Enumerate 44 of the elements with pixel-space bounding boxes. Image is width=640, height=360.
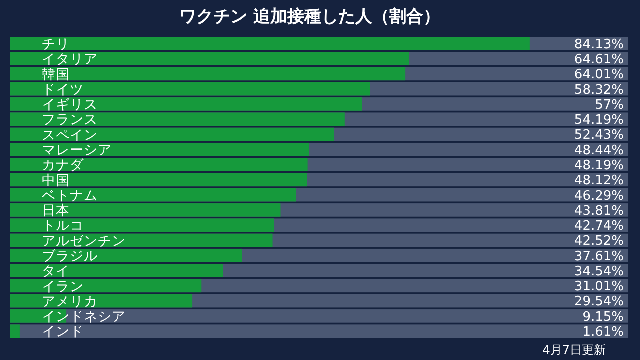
data-label: 9.15% — [582, 310, 624, 325]
data-label: 48.44% — [574, 143, 624, 158]
y-tick-label: スペイン — [42, 127, 98, 144]
y-tick-label: インドネシア — [42, 309, 126, 326]
data-label: 84.13% — [574, 37, 624, 52]
y-tick-label: トルコ — [42, 218, 84, 234]
chart-title: ワクチン 追加接種した人（割合） — [180, 7, 440, 27]
y-tick-label: タイ — [42, 264, 70, 280]
data-label: 64.01% — [574, 68, 624, 83]
y-tick-label: ドイツ — [42, 82, 84, 98]
y-tick-label: アメリカ — [42, 294, 98, 310]
data-label: 46.29% — [574, 188, 624, 204]
data-label: 48.19% — [574, 158, 624, 174]
y-tick-label: フランス — [42, 112, 98, 128]
y-tick-label: ブラジル — [42, 248, 98, 264]
data-label: 37.61% — [574, 249, 624, 264]
data-label: 54.19% — [574, 113, 624, 128]
data-label: 34.54% — [574, 264, 624, 280]
y-tick-label: イラン — [42, 278, 84, 295]
y-tick-label: 日本 — [42, 203, 70, 220]
y-tick-label: マレーシア — [42, 142, 112, 159]
data-label: 29.54% — [574, 294, 624, 310]
y-tick-label: イタリア — [42, 52, 98, 68]
y-tick-label: チリ — [42, 36, 70, 53]
data-label: 42.52% — [574, 234, 624, 250]
data-label: 31.01% — [574, 280, 624, 295]
data-label: 42.74% — [574, 219, 624, 234]
y-tick-label: インド — [42, 324, 84, 340]
y-tick-label: イギリス — [42, 97, 98, 114]
data-label: 58.32% — [574, 82, 624, 98]
bar — [10, 279, 202, 293]
y-tick-label: 中国 — [42, 172, 70, 189]
y-tick-label: アルゼンチン — [42, 233, 126, 250]
data-label: 52.43% — [574, 128, 624, 144]
bar — [10, 294, 193, 308]
data-label: 57% — [595, 98, 624, 113]
data-label: 43.81% — [574, 204, 624, 219]
text: 4月7日更新 — [542, 343, 606, 357]
y-tick-label: カナダ — [42, 158, 85, 174]
data-label: 1.61% — [582, 325, 624, 340]
data-label: 64.61% — [574, 52, 624, 68]
data-label: 48.12% — [574, 174, 624, 189]
y-tick-label: 韓国 — [42, 66, 70, 83]
y-tick-label: ベトナム — [42, 188, 98, 204]
